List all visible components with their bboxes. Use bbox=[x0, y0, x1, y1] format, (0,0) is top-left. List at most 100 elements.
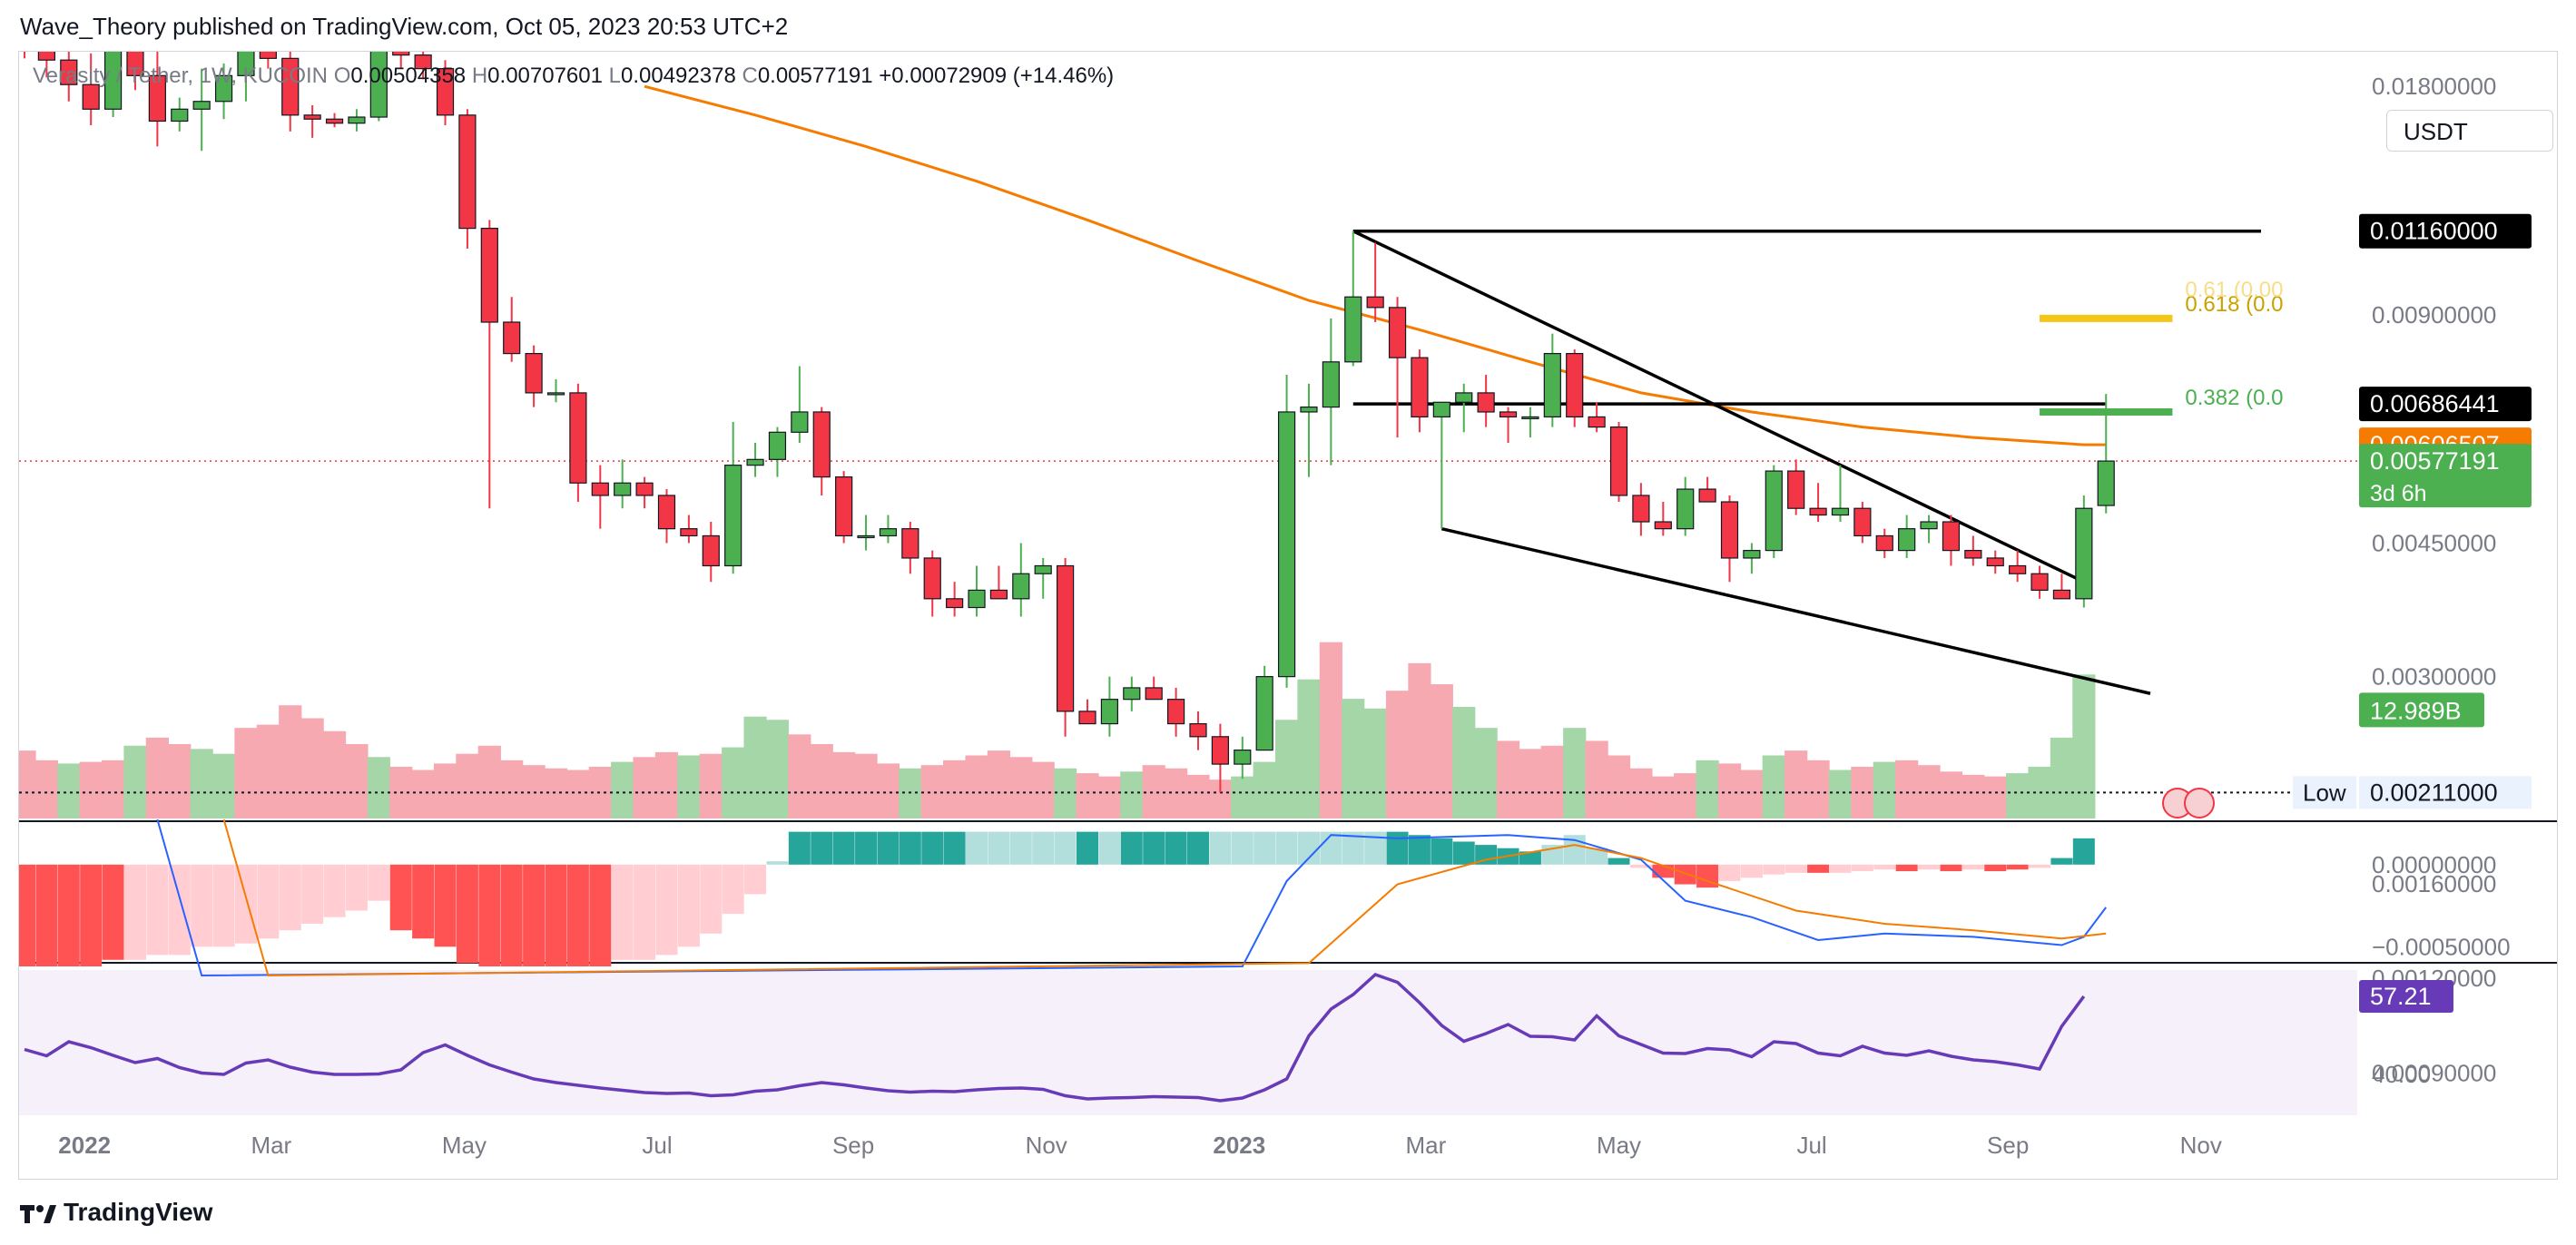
time-axis-tick: 2022 bbox=[58, 1132, 111, 1159]
volume-bar bbox=[1806, 760, 1830, 819]
volume-bar bbox=[1474, 728, 1498, 819]
macd-histogram-bar bbox=[1519, 851, 1541, 865]
macd-histogram-bar bbox=[1408, 835, 1431, 865]
close-value: 0.00577191 bbox=[757, 64, 873, 88]
candle-body bbox=[37, 52, 55, 61]
macd-histogram-bar bbox=[1077, 831, 1099, 865]
macd-histogram-bar bbox=[1608, 858, 1630, 865]
candle-body bbox=[768, 431, 787, 460]
high-value: 0.00707601 bbox=[487, 64, 603, 88]
macd-histogram-bar bbox=[1674, 864, 1696, 885]
chart-canvas[interactable]: 0.01800000 0.00900000 0.00450000 0.00300000… bbox=[19, 52, 2557, 1179]
fib-level-label: 0.618 (0.0 bbox=[2185, 292, 2283, 317]
macd-histogram-bar bbox=[1851, 864, 1873, 872]
macd-histogram-bar bbox=[1984, 864, 2007, 872]
volume-bar bbox=[477, 745, 501, 819]
volume-bar bbox=[1186, 774, 1210, 819]
fib-level-label: 0.382 (0.0 bbox=[2185, 386, 2283, 410]
candle-body bbox=[1831, 507, 1850, 516]
volume-bar bbox=[699, 753, 723, 819]
time-axis-tick: Sep bbox=[832, 1132, 874, 1159]
time-axis-tick: Jul bbox=[642, 1132, 672, 1159]
volume-bar bbox=[1120, 771, 1144, 819]
chart-frame[interactable]: 0.01800000 0.00900000 0.00450000 0.00300000… bbox=[18, 51, 2558, 1180]
volume-bar bbox=[788, 734, 811, 819]
macd-histogram-bar bbox=[1873, 864, 1896, 870]
low-marker-box bbox=[2293, 776, 2356, 809]
volume-bar bbox=[1939, 771, 1963, 819]
macd-histogram-bar bbox=[788, 831, 811, 865]
price-axis-tick: 0.00160000 bbox=[2372, 870, 2496, 897]
open-label: O bbox=[333, 64, 351, 88]
candle-body bbox=[1986, 557, 2004, 567]
volume-bar bbox=[1076, 773, 1099, 819]
macd-histogram-bar bbox=[722, 864, 744, 915]
macd-histogram-bar bbox=[279, 864, 301, 931]
candle-body bbox=[2075, 507, 2093, 600]
macd-histogram-bar bbox=[988, 831, 1010, 865]
candle-body bbox=[680, 528, 698, 537]
macd-histogram-bar bbox=[677, 864, 700, 947]
price-label-text: 0.01160000 bbox=[2370, 218, 2498, 245]
candle-body bbox=[1720, 501, 1739, 559]
volume-label-box bbox=[2359, 692, 2484, 728]
macd-histogram-bar bbox=[301, 864, 324, 924]
price-axis-tick: 0.01800000 bbox=[2372, 73, 2496, 100]
high-label: H bbox=[471, 64, 488, 88]
volume-bar bbox=[1696, 760, 1719, 819]
macd-histogram-bar bbox=[523, 864, 546, 966]
currency-selector[interactable]: USDT bbox=[2386, 110, 2553, 152]
candle-body bbox=[1942, 521, 1961, 552]
candle-body bbox=[1676, 488, 1695, 530]
macd-histogram-bar bbox=[57, 864, 80, 966]
volume-bar bbox=[345, 744, 369, 819]
candle-body bbox=[1853, 507, 1872, 537]
volume-bar bbox=[190, 749, 213, 819]
volume-bar bbox=[677, 755, 701, 819]
volume-bar bbox=[256, 724, 280, 819]
macd-histogram-bar bbox=[2029, 864, 2051, 868]
tradingview-brand[interactable]: TradingView bbox=[20, 1198, 212, 1227]
macd-histogram-bar bbox=[257, 864, 280, 939]
candle-body bbox=[724, 465, 742, 567]
volume-label-text: 12.989B bbox=[2370, 697, 2462, 724]
macd-histogram-bar bbox=[1120, 831, 1143, 865]
macd-histogram-bar bbox=[2006, 864, 2029, 870]
macd-histogram-bar bbox=[234, 864, 257, 944]
candle-body bbox=[281, 57, 300, 116]
candle-body bbox=[1654, 521, 1672, 530]
price-axis-tick: 0.00900000 bbox=[2372, 301, 2496, 328]
macd-histogram-bar bbox=[1629, 864, 1652, 868]
macd-histogram-bar bbox=[1098, 831, 1121, 865]
candle-body bbox=[60, 59, 78, 85]
time-axis-tick: Nov bbox=[2180, 1132, 2222, 1159]
candle-body bbox=[171, 108, 189, 123]
macd-histogram-bar bbox=[634, 864, 656, 960]
candle-body bbox=[1100, 699, 1119, 725]
macd-histogram-bar bbox=[1386, 831, 1409, 865]
volume-bar bbox=[1297, 679, 1321, 819]
candle-body bbox=[1366, 296, 1384, 309]
volume-bar bbox=[1717, 763, 1742, 819]
volume-bar bbox=[367, 757, 390, 819]
rsi-line bbox=[24, 973, 2086, 1103]
volume-bar bbox=[1785, 750, 1808, 819]
volume-bar bbox=[1895, 760, 1919, 819]
macd-histogram-bar bbox=[2050, 858, 2073, 865]
economic-event-flag-icon bbox=[2184, 788, 2215, 819]
rsi-label-box bbox=[2359, 979, 2453, 1013]
candle-body bbox=[1632, 495, 1650, 523]
candle-body bbox=[591, 482, 609, 496]
candle-body bbox=[392, 52, 410, 56]
symbol-label[interactable]: Verasity / Tether, 1W, KUCOIN bbox=[33, 64, 329, 88]
low-value-box bbox=[2359, 776, 2532, 809]
macd-line bbox=[156, 819, 2107, 977]
rsi-axis-tick: 40.00 bbox=[2372, 1061, 2431, 1088]
candle-body bbox=[989, 589, 1008, 600]
macd-histogram-bar bbox=[500, 864, 523, 966]
volume-bar bbox=[1519, 749, 1542, 819]
candle-body bbox=[857, 534, 875, 539]
price-label-box bbox=[2359, 444, 2532, 508]
macd-histogram-bar bbox=[1763, 864, 1785, 875]
candle-body bbox=[1123, 687, 1141, 701]
